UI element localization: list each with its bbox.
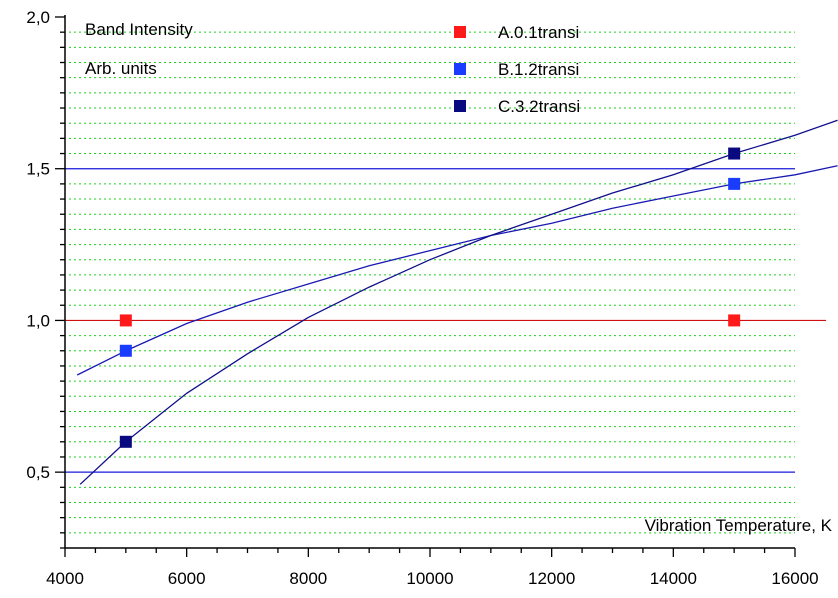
legend-label: B.1.2transi [498,60,579,79]
x-tick-label: 16000 [771,569,818,588]
y-tick-label: 1,5 [26,160,50,179]
legend-label: C.3.2transi [498,97,580,116]
y-tick-label: 2,0 [26,8,50,27]
x-tick-label: 10000 [406,569,453,588]
x-tick-label: 14000 [650,569,697,588]
legend-marker [454,26,466,38]
legend-marker [454,100,466,112]
x-axis-title: Vibration Temperature, K [645,516,833,535]
series-curve [79,119,838,485]
x-tick-label: 4000 [46,569,84,588]
x-tick-label: 8000 [289,569,327,588]
data-point [119,435,132,448]
x-tick-label: 12000 [528,569,575,588]
data-point [728,177,741,190]
legend-marker [454,63,466,75]
x-tick-label: 6000 [168,569,206,588]
y-axis-title: Band Intensity [85,20,193,39]
data-point [728,147,741,160]
series-curve [76,165,838,376]
data-point [119,314,132,327]
data-point [728,314,741,327]
y-tick-label: 0,5 [26,463,50,482]
y-axis-unit: Arb. units [85,59,157,78]
y-tick-label: 1,0 [26,311,50,330]
grid-lines [69,31,795,534]
legend-label: A.0.1transi [498,23,579,42]
data-point [119,344,132,357]
